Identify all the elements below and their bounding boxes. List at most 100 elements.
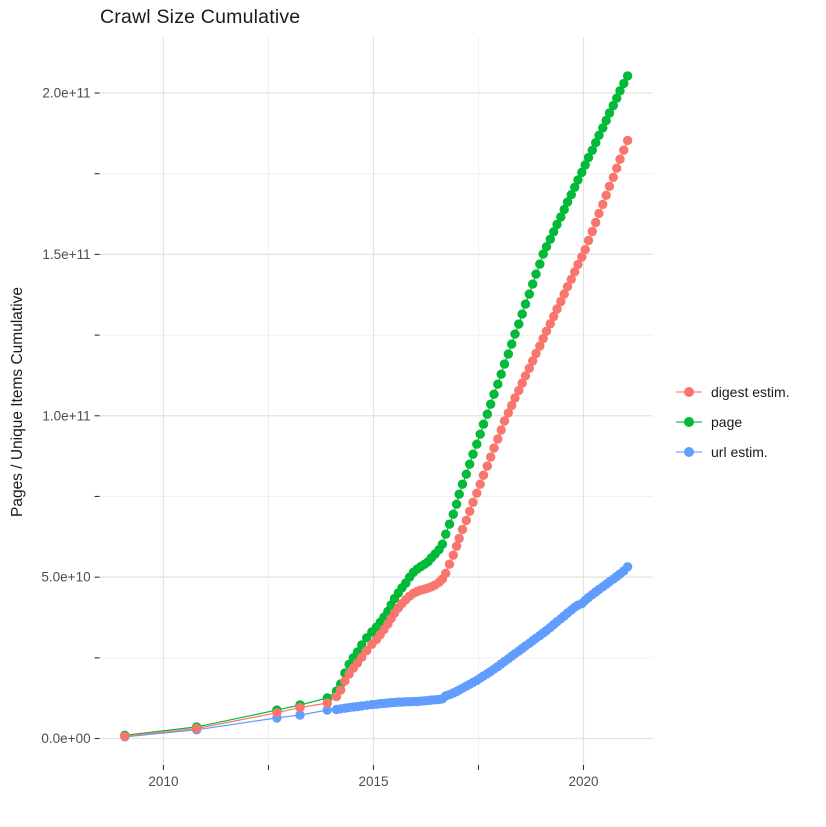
data-point-page (619, 78, 629, 89)
data-point-digest (524, 363, 534, 373)
data-point-digest (486, 452, 496, 462)
legend-item-digest: digest estim. (676, 377, 790, 407)
data-point-digest (444, 559, 455, 569)
data-point-digest (272, 708, 282, 718)
data-point-page (496, 369, 506, 379)
data-point-page (486, 399, 496, 409)
data-point-digest (577, 252, 587, 262)
data-point-page (577, 167, 587, 178)
data-point-digest (531, 348, 541, 359)
data-point-digest (517, 378, 527, 388)
data-point-page (478, 419, 489, 429)
legend-label: url estim. (711, 444, 768, 460)
data-point-digest (457, 524, 468, 535)
data-point-page (622, 71, 633, 81)
x-tick-label: 2020 (568, 774, 598, 789)
x-tick-label: 2015 (358, 774, 388, 789)
grid-minor (99, 37, 653, 765)
data-point-digest (520, 371, 531, 381)
data-point-page (448, 509, 458, 519)
data-point-digest (340, 676, 350, 686)
legend-key-url-icon (676, 446, 702, 458)
data-point-page (454, 489, 464, 499)
data-point-digest (472, 488, 482, 498)
data-point-digest (120, 731, 130, 741)
data-point-page (583, 152, 594, 163)
data-point-digest (448, 550, 458, 560)
data-point-page (566, 190, 576, 200)
data-point-page (457, 479, 468, 489)
data-point-digest (191, 723, 202, 734)
grid-major (99, 37, 653, 765)
data-point-digest (461, 515, 471, 526)
y-tick-label: 2.0e+11 (42, 86, 90, 101)
data-point-page (465, 459, 475, 469)
data-point-page (451, 499, 462, 509)
data-point-digest (482, 461, 492, 471)
data-point-digest (608, 172, 618, 182)
data-point-digest (362, 646, 372, 656)
data-point-digest (615, 154, 625, 164)
data-point-digest (612, 163, 622, 173)
data-point-digest (559, 289, 569, 299)
data-point-digest (573, 259, 583, 270)
data-point-digest (619, 145, 629, 155)
data-point-page (524, 289, 534, 299)
data-point-page (520, 299, 531, 309)
data-point-digest (295, 702, 305, 713)
y-tick-label: 0.0e+00 (41, 731, 90, 746)
legend-key-digest-icon (676, 386, 702, 398)
data-point-page (538, 249, 548, 259)
data-point-page (472, 439, 482, 449)
data-point-digest (556, 296, 566, 307)
data-point-digest (451, 541, 462, 551)
data-point-digest (604, 181, 615, 191)
series-url (120, 562, 633, 742)
data-point-digest (549, 311, 559, 322)
legend-item-url: url estim. (676, 437, 790, 467)
data-point-page (545, 234, 555, 244)
legend-key-dot (684, 417, 694, 427)
data-point-digest (622, 135, 633, 146)
data-point-url (295, 710, 305, 720)
data-point-page (608, 100, 618, 111)
data-point-digest (510, 393, 520, 403)
data-point-page (573, 175, 583, 185)
data-point-url (622, 562, 633, 572)
data-point-page (615, 86, 625, 96)
data-point-page (441, 529, 451, 539)
data-point-digest (503, 408, 513, 418)
data-point-digest (475, 479, 485, 489)
data-point-digest (514, 385, 524, 396)
legend-key-dot (684, 447, 694, 457)
data-point-page (601, 115, 611, 126)
data-point-page (556, 212, 566, 222)
data-point-page (514, 319, 524, 329)
data-point-page (552, 219, 562, 230)
data-point-page (598, 123, 608, 133)
data-point-page (535, 259, 545, 269)
data-point-digest (541, 326, 552, 336)
data-point-digest (507, 400, 517, 411)
data-point-digest (583, 235, 594, 246)
legend-key-dot (684, 387, 694, 397)
data-point-page (580, 160, 590, 170)
data-point-page (562, 197, 573, 207)
data-point-page (489, 389, 499, 399)
data-point-page (507, 339, 517, 349)
data-point-digest (496, 425, 506, 435)
data-point-digest (336, 685, 346, 695)
data-point-digest (545, 319, 555, 329)
data-point-digest (591, 217, 601, 228)
data-point-page (493, 379, 503, 389)
data-point-digest (538, 333, 548, 344)
data-point-digest (528, 356, 538, 366)
y-axis-title: Pages / Unique Items Cumulative (9, 286, 26, 518)
data-point-digest (493, 434, 503, 444)
legend-label: digest estim. (711, 384, 790, 400)
axis-ticks (94, 92, 585, 770)
data-point-page (559, 204, 569, 215)
data-point-digest (357, 652, 367, 662)
